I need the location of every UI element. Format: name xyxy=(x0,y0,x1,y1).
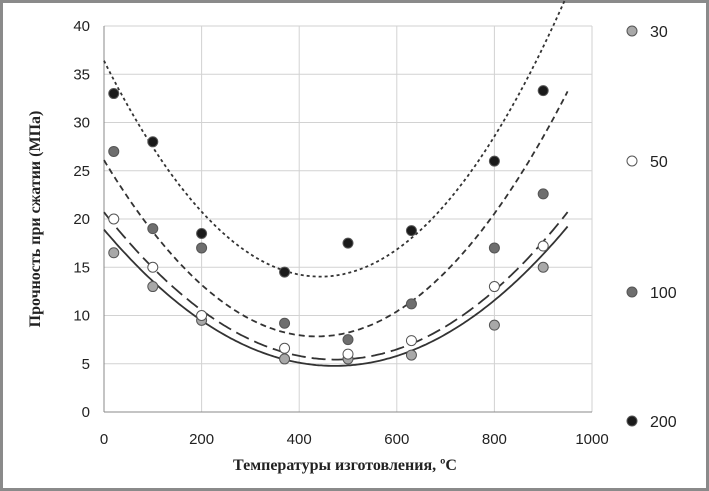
legend-marker-50 xyxy=(626,155,638,167)
point-200-2 xyxy=(196,227,208,239)
point-200-5 xyxy=(405,225,417,237)
point-50-3 xyxy=(279,342,291,354)
point-50-0 xyxy=(108,213,120,225)
y-tick-label: 30 xyxy=(73,115,90,132)
trend-lines xyxy=(103,0,569,367)
point-200-3 xyxy=(279,266,291,278)
y-tick-label: 10 xyxy=(73,308,90,325)
point-100-0 xyxy=(108,145,120,157)
point-50-4 xyxy=(342,348,354,360)
point-50-2 xyxy=(196,310,208,321)
x-tick-label: 200 xyxy=(189,431,214,448)
point-30-7 xyxy=(537,261,549,273)
point-100-2 xyxy=(196,242,208,254)
x-tick-label: 1000 xyxy=(575,431,608,448)
x-tick-label: 400 xyxy=(287,431,312,448)
trend-line-100 xyxy=(103,90,569,338)
trend-line-30 xyxy=(103,225,569,367)
point-100-3 xyxy=(279,317,291,329)
x-tick-label: 800 xyxy=(482,431,507,448)
point-30-0 xyxy=(108,247,120,259)
y-tick-label: 5 xyxy=(82,356,90,373)
x-axis-title: Температуры изготовления, ºС xyxy=(233,457,457,474)
point-100-7 xyxy=(537,188,549,200)
point-200-6 xyxy=(488,155,500,167)
grid xyxy=(104,25,593,412)
x-tick-label: 0 xyxy=(100,431,108,448)
y-tick-label: 25 xyxy=(73,163,90,180)
point-50-5 xyxy=(405,335,417,347)
point-100-4 xyxy=(342,334,354,346)
point-50-1 xyxy=(147,261,159,273)
y-tick-label: 15 xyxy=(73,259,90,276)
point-30-3 xyxy=(279,353,291,365)
point-100-6 xyxy=(488,242,500,254)
point-200-1 xyxy=(147,136,159,148)
point-100-1 xyxy=(147,223,159,235)
y-tick-label: 40 xyxy=(73,18,90,35)
point-50-7 xyxy=(537,240,549,252)
legend-marker-30 xyxy=(626,25,638,37)
legend: 30 50 100 200 xyxy=(626,24,677,431)
legend-marker-200 xyxy=(626,415,638,427)
y-axis-title: Прочность при сжатии (МПа) xyxy=(27,111,44,328)
point-200-7 xyxy=(537,85,549,97)
legend-label-30: 30 xyxy=(650,24,668,41)
point-200-4 xyxy=(342,237,354,249)
x-tick-labels: 0 200 400 600 800 1000 xyxy=(100,431,609,448)
y-tick-label: 20 xyxy=(73,211,90,228)
point-100-5 xyxy=(405,298,417,310)
legend-label-50: 50 xyxy=(650,154,668,171)
point-30-1 xyxy=(147,281,159,293)
legend-marker-100 xyxy=(626,286,638,298)
trend-line-50 xyxy=(103,211,569,361)
y-tick-label: 35 xyxy=(73,66,90,83)
y-tick-label: 0 xyxy=(82,404,90,421)
legend-label-100: 100 xyxy=(650,285,677,302)
legend-label-200: 200 xyxy=(650,414,677,431)
point-30-6 xyxy=(488,319,500,331)
point-30-5 xyxy=(405,349,417,361)
point-50-6 xyxy=(488,281,500,293)
point-200-0 xyxy=(108,88,120,100)
x-tick-label: 600 xyxy=(384,431,409,448)
data-points xyxy=(108,85,549,365)
y-tick-labels: 0 5 10 15 20 25 30 35 40 xyxy=(73,18,90,421)
